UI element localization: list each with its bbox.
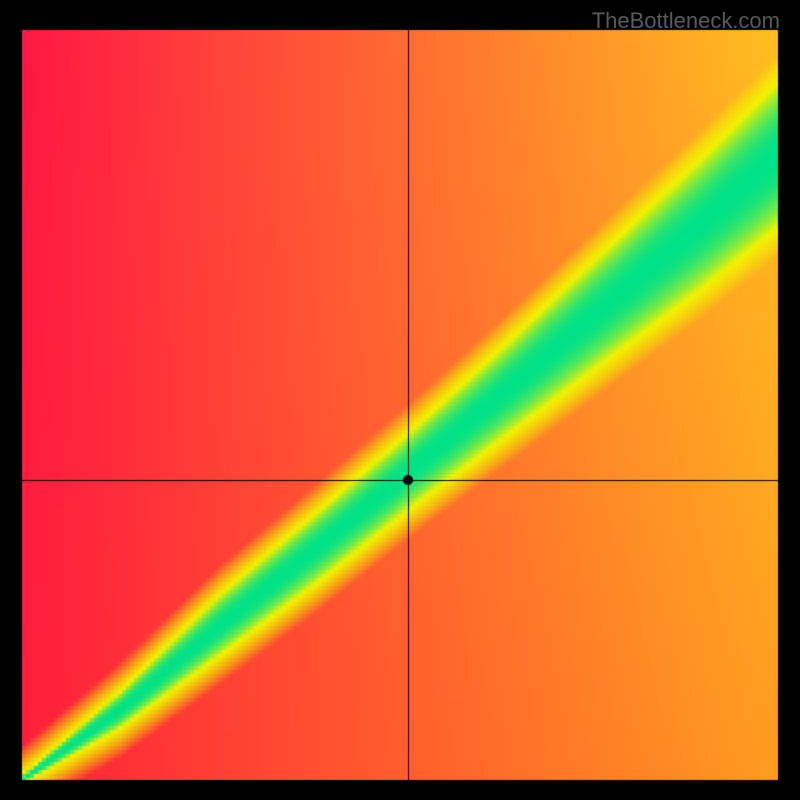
chart-container: TheBottleneck.com	[0, 0, 800, 800]
heatmap-canvas	[0, 0, 800, 800]
watermark-text: TheBottleneck.com	[592, 8, 780, 34]
